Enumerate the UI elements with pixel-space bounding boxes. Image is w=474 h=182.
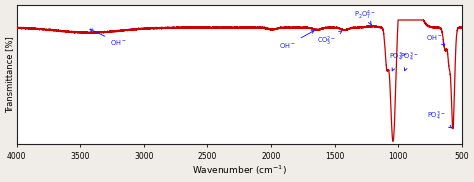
Text: CO$_3^{2-}$: CO$_3^{2-}$	[318, 31, 342, 48]
Text: P$_2$O$_7^{4-}$: P$_2$O$_7^{4-}$	[354, 8, 376, 25]
Y-axis label: Transmittance [%]: Transmittance [%]	[5, 36, 14, 113]
Text: OH$^-$: OH$^-$	[426, 33, 445, 45]
Text: OH$^-$: OH$^-$	[279, 31, 314, 50]
Text: PO$_4^{3-}$: PO$_4^{3-}$	[401, 51, 419, 71]
Text: OH$^-$: OH$^-$	[90, 29, 127, 47]
X-axis label: Wavenumber (cm$^{-1}$): Wavenumber (cm$^{-1}$)	[192, 164, 287, 177]
Text: PO$_4^{3-}$: PO$_4^{3-}$	[427, 109, 452, 128]
Text: PO$_4^{3-}$: PO$_4^{3-}$	[389, 51, 408, 71]
